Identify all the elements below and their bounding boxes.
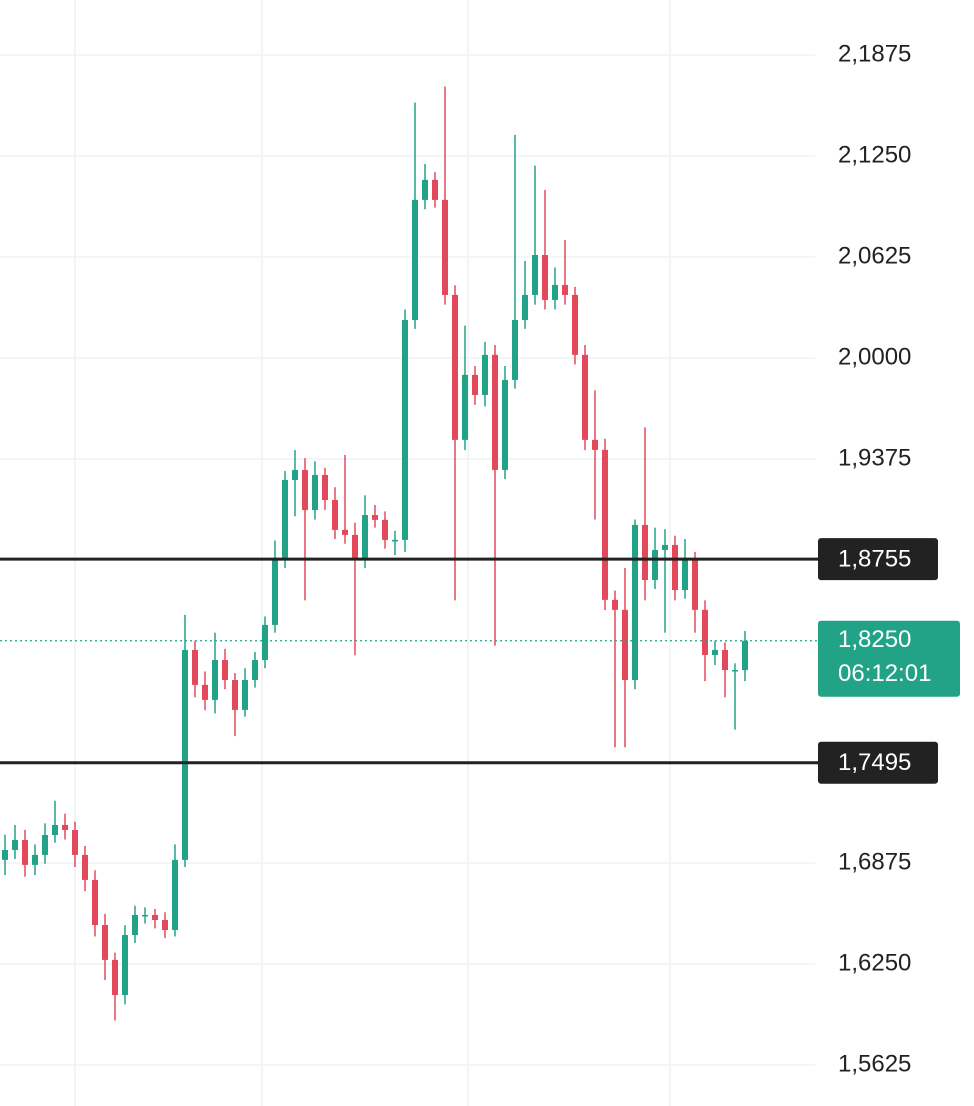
candle-body — [132, 914, 138, 936]
candle-body — [342, 529, 348, 535]
level-label: 1,8755 — [838, 545, 911, 572]
candle-body — [622, 609, 628, 681]
y-tick-label: 1,9375 — [838, 444, 911, 471]
candle-body — [22, 840, 28, 865]
candle-body — [642, 524, 648, 580]
candle-body — [612, 599, 618, 610]
candle-body — [432, 179, 438, 200]
y-tick-label: 2,0000 — [838, 343, 911, 370]
candle-body — [282, 479, 288, 560]
candle-body — [182, 649, 188, 860]
candle-body — [322, 474, 328, 500]
candle-body — [362, 515, 368, 560]
candle-body — [532, 255, 538, 295]
candle-body — [172, 859, 178, 931]
candle-body — [102, 925, 108, 960]
candle-body — [232, 680, 238, 710]
candle-body — [112, 959, 118, 995]
candle-body — [302, 469, 308, 511]
candle-body — [732, 669, 738, 672]
candle-body — [82, 854, 88, 880]
candle-body — [272, 559, 278, 625]
candle-body — [522, 294, 528, 320]
current-price-label: 1,8250 — [838, 626, 911, 653]
candle-body — [562, 284, 568, 295]
candle-body — [252, 659, 258, 681]
candle-body — [672, 544, 678, 591]
y-tick-label: 2,1875 — [838, 40, 911, 67]
candle-body — [422, 179, 428, 200]
candle-body — [512, 319, 518, 380]
y-tick-label: 1,6875 — [838, 848, 911, 875]
candle-body — [492, 354, 498, 470]
candle-body — [2, 850, 8, 860]
level-label: 1,7495 — [838, 749, 911, 776]
candle-body — [652, 549, 658, 580]
candle-body — [712, 649, 718, 655]
candle-body — [682, 559, 688, 591]
countdown-label: 06:12:01 — [838, 660, 931, 687]
candle-body — [592, 439, 598, 450]
candle-body — [462, 374, 468, 440]
candle-body — [42, 834, 48, 855]
candle-body — [202, 684, 208, 700]
candle-body — [572, 294, 578, 355]
candle-body — [542, 255, 548, 300]
candle-body — [152, 914, 158, 920]
candle-body — [212, 659, 218, 700]
candle-body — [472, 374, 478, 395]
candle-body — [122, 935, 128, 995]
candle-body — [502, 379, 508, 470]
current-price-box — [818, 620, 960, 697]
candle-body — [482, 354, 488, 395]
candle-body — [722, 649, 728, 670]
candle-body — [292, 469, 298, 480]
y-tick-label: 1,6250 — [838, 949, 911, 976]
candle-body — [142, 914, 148, 917]
candle-body — [332, 499, 338, 530]
candle-body — [412, 199, 418, 320]
candle-body — [262, 624, 268, 660]
y-tick-label: 1,5625 — [838, 1050, 911, 1077]
candle-body — [442, 199, 448, 295]
candle-body — [742, 640, 748, 670]
candle-body — [52, 824, 58, 835]
candle-body — [72, 829, 78, 855]
candle-body — [242, 680, 248, 710]
candle-body — [402, 319, 408, 540]
candle-body — [352, 534, 358, 560]
candle-body — [602, 449, 608, 600]
candle-body — [582, 354, 588, 440]
candle-body — [372, 515, 378, 520]
candle-body — [32, 854, 38, 865]
candle-body — [702, 609, 708, 655]
level-box — [818, 741, 938, 784]
candle-body — [222, 659, 228, 681]
y-tick-label: 2,1250 — [838, 141, 911, 168]
candle-body — [12, 840, 18, 851]
candle-body — [662, 544, 668, 550]
candle-body — [92, 879, 98, 926]
candle-body — [382, 519, 388, 540]
candle-body — [312, 474, 318, 511]
candle-body — [162, 919, 168, 931]
level-box — [818, 538, 938, 581]
y-tick-label: 2,0625 — [838, 242, 911, 269]
candle-body — [192, 649, 198, 685]
candle-body — [62, 824, 68, 830]
candle-body — [392, 539, 398, 542]
candle-body — [452, 294, 458, 440]
candle-body — [552, 284, 558, 300]
candle-body — [632, 524, 638, 681]
candle-body — [692, 559, 698, 610]
